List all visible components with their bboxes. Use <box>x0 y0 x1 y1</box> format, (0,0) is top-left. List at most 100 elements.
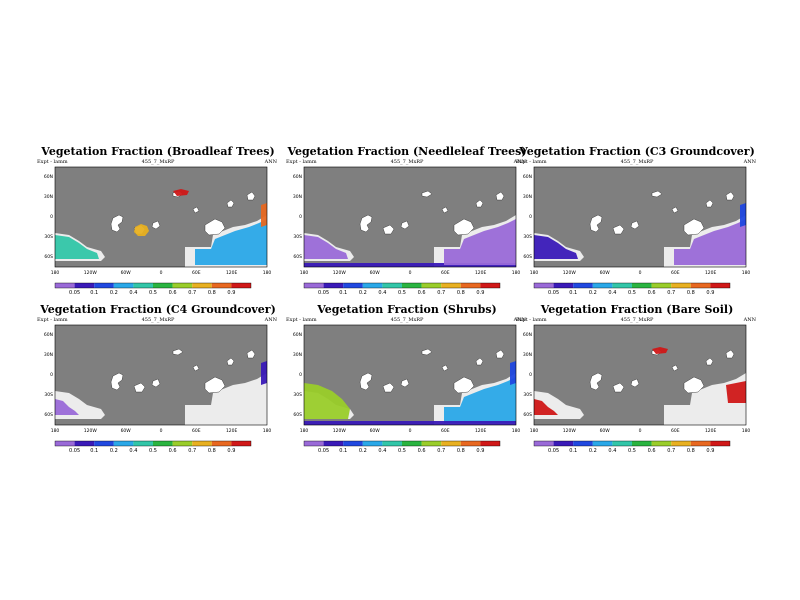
vegetation-region <box>726 381 746 403</box>
colorbar-tick-label: 0.9 <box>227 290 235 296</box>
lat-tick-label: 60S <box>523 254 532 260</box>
season-label: ANN <box>743 159 756 165</box>
colorbar-swatch <box>231 441 251 446</box>
panel-title: Vegetation Fraction (Needleleaf Trees) <box>287 145 527 158</box>
land-patch <box>359 214 373 233</box>
lon-tick-label: 120W <box>563 428 577 434</box>
colorbar-swatch <box>553 283 574 288</box>
colorbar-tick-label: 0.5 <box>398 290 406 296</box>
colorbar-swatch <box>172 441 193 446</box>
run-label: 455_7_MxRP <box>620 159 654 165</box>
colorbar-swatch <box>74 283 95 288</box>
lat-tick-label: 30N <box>293 352 302 358</box>
colorbar-swatch <box>573 283 593 288</box>
map-frame <box>303 166 517 268</box>
colorbar-tick-label: 0.7 <box>188 290 196 296</box>
panel-bare-soil: Vegetation Fraction (Bare Soil) Expt - l… <box>514 303 760 463</box>
land-patch <box>421 348 433 356</box>
expt-label: Expt - lamm <box>37 159 68 165</box>
lon-tick-label: 120E <box>475 428 487 434</box>
colorbar-swatch <box>113 283 134 288</box>
land-patch <box>671 364 679 372</box>
colorbar-tick-label: 0.7 <box>188 448 196 454</box>
land-patch <box>246 349 256 359</box>
colorbar-swatch <box>153 441 173 446</box>
colorbar-tick-label: 0.2 <box>589 290 597 296</box>
colorbar-tick-label: 0.4 <box>378 448 386 454</box>
land-patch <box>441 206 449 214</box>
lon-tick-label: 120E <box>226 428 238 434</box>
panel-title: Vegetation Fraction (Bare Soil) <box>540 303 734 316</box>
colorbar-tick-label: 0.5 <box>149 290 157 296</box>
map-frame <box>54 324 268 426</box>
lat-tick-label: 60N <box>523 174 532 180</box>
lon-tick-label: 60E <box>441 270 450 276</box>
land-patch <box>226 357 235 366</box>
lon-tick-label: 180 <box>530 428 539 434</box>
lat-tick-label: 0 <box>299 372 302 378</box>
lat-tick-label: 60S <box>293 412 302 418</box>
land-patch <box>683 218 705 236</box>
colorbar-tick-label: 0.8 <box>208 448 216 454</box>
lat-tick-label: 60N <box>44 332 53 338</box>
lat-tick-label: 60S <box>44 254 53 260</box>
land-patch <box>110 214 124 233</box>
lat-tick-label: 30N <box>44 194 53 200</box>
colorbar-tick-label: 0.5 <box>398 448 406 454</box>
run-label: 455_7_MxRP <box>141 317 175 323</box>
colorbar-frame <box>303 282 501 289</box>
colorbar-swatch <box>55 441 75 446</box>
colorbar-swatch <box>343 441 363 446</box>
colorbar-swatch <box>304 441 324 446</box>
lat-tick-label: 30S <box>293 234 302 240</box>
colorbar: 0.05 0.1 0.2 0.4 0.5 0.6 0.7 0.8 0.9 <box>303 282 501 296</box>
land-patch <box>246 191 256 201</box>
land-patch <box>382 382 395 393</box>
colorbar-tick-label: 0.6 <box>648 290 656 296</box>
lon-tick-label: 180 <box>512 270 521 276</box>
panel-needleleaf-trees: Vegetation Fraction (Needleleaf Trees) E… <box>284 145 530 305</box>
colorbar-swatch <box>690 283 711 288</box>
lon-tick-label: 120W <box>333 428 347 434</box>
season-label: ANN <box>513 317 526 323</box>
map: 60N 30N 0 30S 60S 180 120W 60W 0 60E 120E 180 <box>44 324 271 434</box>
lat-tick-label: 30S <box>293 392 302 398</box>
colorbar-swatch <box>192 283 212 288</box>
lon-tick-label: 180 <box>300 428 309 434</box>
colorbar-swatch <box>304 283 324 288</box>
lat-tick-label: 60N <box>523 332 532 338</box>
vegetation-region <box>652 347 668 354</box>
vegetation-region <box>195 219 267 265</box>
colorbar-swatch <box>94 283 114 288</box>
colorbar-swatch <box>671 441 691 446</box>
land-patch <box>453 218 475 236</box>
colorbar-swatch <box>211 441 232 446</box>
land-patch <box>705 199 714 208</box>
vegetation-region <box>55 399 79 415</box>
colorbar-swatch <box>421 283 442 288</box>
colorbar: 0.05 0.1 0.2 0.4 0.5 0.6 0.7 0.8 0.9 <box>533 440 731 454</box>
lon-tick-label: 120E <box>475 270 487 276</box>
lon-tick-label: 180 <box>51 428 60 434</box>
panel-c4-groundcover: Vegetation Fraction (C4 Groundcover) Exp… <box>35 303 281 463</box>
land-mask <box>185 373 267 425</box>
land-patch <box>495 349 505 359</box>
lat-tick-label: 30S <box>44 392 53 398</box>
lon-tick-label: 120W <box>84 270 98 276</box>
vegetation-region <box>55 235 99 259</box>
colorbar-tick-label: 0.2 <box>359 290 367 296</box>
panel-broadleaf-trees: Vegetation Fraction (Broadleaf Trees) Ex… <box>35 145 281 305</box>
colorbar-swatch <box>480 283 500 288</box>
lon-tick-label: 60E <box>192 270 201 276</box>
colorbar: 0.05 0.1 0.2 0.4 0.5 0.6 0.7 0.8 0.9 <box>54 282 252 296</box>
colorbar-tick-label: 0.6 <box>418 290 426 296</box>
lon-tick-label: 120E <box>226 270 238 276</box>
lon-tick-label: 60W <box>370 270 381 276</box>
vegetation-region <box>510 361 516 385</box>
lon-tick-label: 180 <box>742 428 751 434</box>
lat-tick-label: 60N <box>44 174 53 180</box>
colorbar-tick-label: 0.05 <box>318 448 329 454</box>
land-patch <box>671 206 679 214</box>
panel-title: Vegetation Fraction (Shrubs) <box>317 303 497 316</box>
map: 60N 30N 0 30S 60S 180 120W 60W 0 60E 120E 180 <box>293 166 521 276</box>
